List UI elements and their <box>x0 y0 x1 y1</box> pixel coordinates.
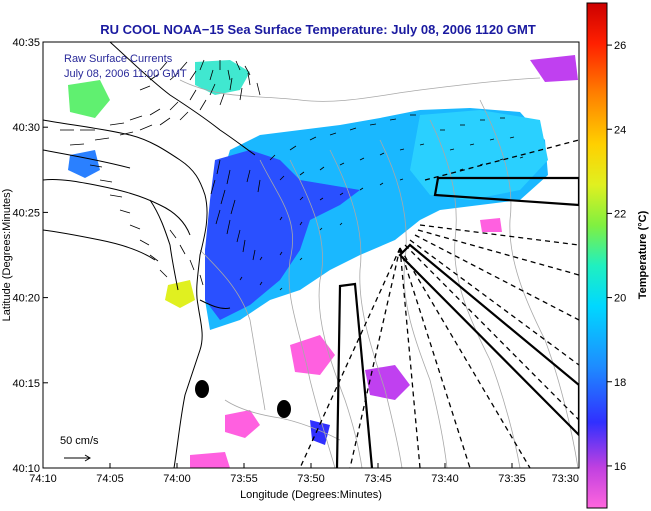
sst-green-patch <box>68 80 110 118</box>
bathymetry-contours <box>179 77 579 468</box>
sst-cold-patch-6 <box>480 218 502 232</box>
x-tick-label: 73:30 <box>551 473 579 485</box>
sst-cold-patch-1 <box>290 335 335 375</box>
zone-outlines <box>335 176 579 468</box>
sst-cold-patch-7 <box>310 420 330 445</box>
coastline <box>43 42 256 468</box>
y-axis-ticks: 40:35 40:30 40:25 40:20 40:15 40:10 <box>12 37 48 475</box>
x-tick-label: 74:00 <box>163 473 191 485</box>
colorbar-tick-label: 16 <box>614 461 626 473</box>
legend-currents-line1: Raw Surface Currents <box>64 53 173 65</box>
scale-label: 50 cm/s <box>60 435 99 447</box>
x-tick-label: 73:45 <box>364 473 392 485</box>
x-tick-label: 73:50 <box>297 473 325 485</box>
sst-west-patch <box>68 150 100 178</box>
scale-arrow <box>64 454 91 462</box>
figure-title: RU COOL NOAA−15 Sea Surface Temperature:… <box>100 22 536 37</box>
marker-dot-2 <box>277 400 291 418</box>
colorbar-tick-label: 22 <box>614 208 626 220</box>
sst-yellow-patch <box>165 280 195 308</box>
sst-cold-patch-5 <box>530 55 578 82</box>
colorbar-tick-label: 18 <box>614 377 626 389</box>
x-tick-label: 74:10 <box>29 473 57 485</box>
y-tick-label: 40:15 <box>12 378 40 390</box>
sst-plume-blue <box>205 150 360 320</box>
colorbar-label: Temperature (°C) <box>637 210 649 299</box>
sst-warm-patch-north <box>195 60 250 95</box>
y-tick-label: 40:35 <box>12 37 40 49</box>
colorbar: 26 24 22 20 18 16 Temperature (°C) <box>586 2 649 509</box>
y-tick-label: 40:20 <box>12 293 40 305</box>
legend-currents-line2: July 08, 2006 11:00 GMT <box>64 68 187 80</box>
x-tick-label: 73:55 <box>230 473 258 485</box>
y-tick-label: 40:30 <box>12 122 40 134</box>
x-tick-label: 74:05 <box>96 473 124 485</box>
colorbar-tick-label: 20 <box>614 293 626 305</box>
y-tick-label: 40:25 <box>12 207 40 219</box>
dashed-survey-lines <box>299 139 579 468</box>
colorbar-ticks: 26 24 22 20 18 16 <box>607 40 626 473</box>
colorbar-tick-label: 26 <box>614 40 626 52</box>
x-tick-label: 73:40 <box>431 473 459 485</box>
colorbar-tick-label: 24 <box>614 124 626 136</box>
y-tick-label: 40:10 <box>12 463 40 475</box>
map-plot-area: Raw Surface Currents July 08, 2006 11:00… <box>42 41 580 469</box>
x-tick-label: 73:35 <box>498 473 526 485</box>
colorbar-gradient <box>586 2 608 509</box>
sst-cold-patch-4 <box>190 452 230 468</box>
sst-cold-patch-3 <box>225 410 260 438</box>
marker-dot-1 <box>195 380 209 398</box>
x-axis-label: Longitude (Degrees:Minutes) <box>240 489 382 501</box>
sst-cold-patch-2 <box>365 365 410 400</box>
current-vectors <box>60 59 524 291</box>
x-axis-ticks: 74:10 74:05 74:00 73:55 73:50 73:45 73:40 73:35… <box>29 463 580 485</box>
y-axis-label: Latitude (Degrees:Minutes) <box>1 189 13 322</box>
